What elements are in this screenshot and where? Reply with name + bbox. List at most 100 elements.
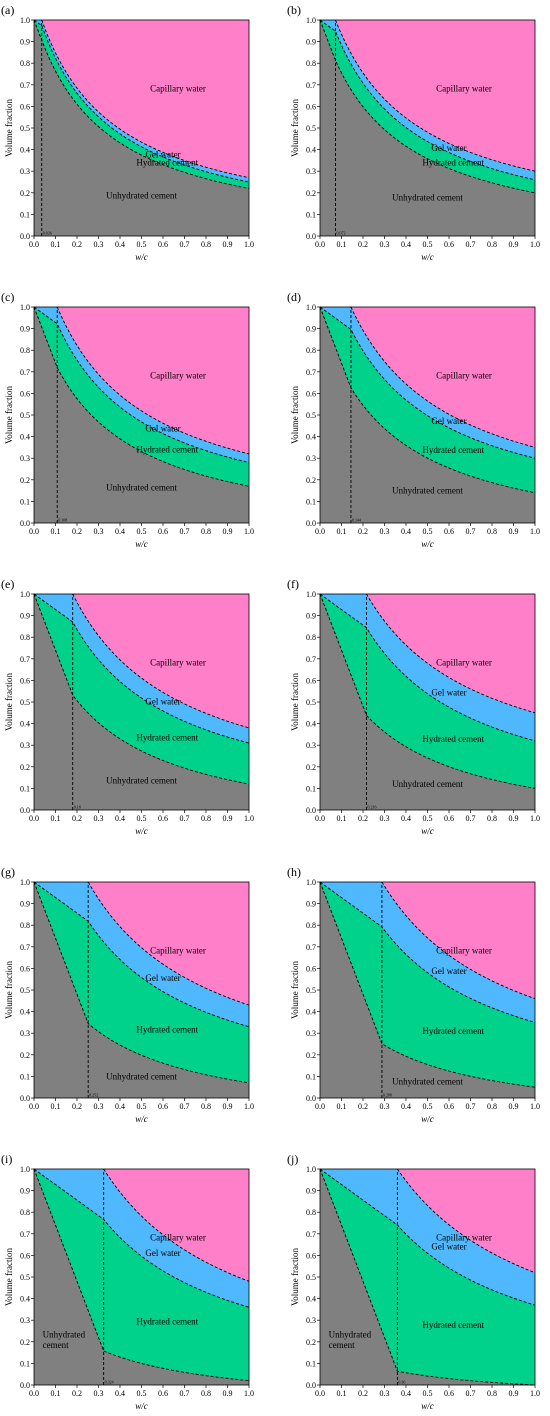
y-axis-label: Volume fraction: [4, 98, 14, 157]
x-tick-label: 0.9: [509, 814, 519, 823]
y-tick-label: 0.7: [306, 943, 316, 952]
gel-boundary-line: [87, 881, 250, 1006]
y-tick-label: 1.0: [306, 878, 316, 887]
x-tick-label: 0.3: [94, 240, 104, 249]
unhydrated-cement-region: [320, 20, 535, 236]
x-tick-label: 0.1: [337, 1389, 347, 1398]
x-tick-label: 0.4: [401, 1389, 411, 1398]
y-tick-label: 0.0: [306, 1381, 316, 1390]
y-tick-label: 0.7: [306, 655, 316, 664]
critical-wc-label: 0.036: [43, 231, 52, 236]
x-tick-label: 1.0: [244, 1389, 254, 1398]
x-tick-label: 0.4: [401, 814, 411, 823]
y-tick-label: 0.7: [306, 81, 316, 90]
unhydrated-boundary-line: [33, 19, 250, 189]
x-tick-label: 0.0: [315, 1102, 325, 1111]
unhydrated-boundary-line: [319, 881, 536, 1088]
y-tick-label: 0.8: [20, 1208, 30, 1217]
y-tick-label: 0.4: [306, 720, 316, 729]
x-tick-label: 0.0: [29, 527, 39, 536]
y-axis-label: Volume fraction: [290, 385, 300, 444]
x-tick-label: 0.4: [401, 1102, 411, 1111]
chart-panel: 0.0 0.1 0.2 0.3 0.4 0.5 0.6 0.7 0.8 0.9 1.00.00.10…: [1, 290, 254, 549]
y-tick-label: 0.0: [20, 1381, 30, 1390]
y-tick-label: 0.6: [20, 964, 30, 973]
unhydrated-cement-region: [320, 1169, 535, 1385]
x-tick-label: 0.8: [487, 1102, 497, 1111]
gel-water-label: Gel water: [145, 423, 180, 433]
y-tick-label: 0.8: [20, 921, 30, 930]
y-tick-label: 0.3: [20, 1029, 30, 1038]
hydrated-cement-label: Hydrated cement: [136, 1024, 198, 1034]
y-tick-label: 0.6: [20, 389, 30, 398]
hydrated-cement-label: Hydrated cement: [422, 1026, 484, 1036]
y-tick-label: 0.9: [20, 1187, 30, 1196]
x-tick-label: 0.9: [223, 814, 233, 823]
unhydrated-boundary-line: [319, 593, 536, 789]
chart-panel: 0.0 0.1 0.2 0.3 0.4 0.5 0.6 0.7 0.8 0.9 1.00.00.10…: [287, 1152, 540, 1411]
y-tick-label: 0.5: [306, 1273, 316, 1282]
unhydrated-cement-label: Unhydrated cement: [329, 1329, 372, 1349]
y-tick-label: 0.3: [20, 454, 30, 463]
y-tick-label: 0.8: [20, 59, 30, 68]
y-tick-label: 0.8: [306, 633, 316, 642]
x-tick-label: 1.0: [530, 1389, 540, 1398]
y-tick-label: 0.6: [306, 676, 316, 685]
x-tick-label: 0.3: [94, 1389, 104, 1398]
x-tick-label: 0.6: [444, 240, 454, 249]
y-tick-label: 0.5: [306, 411, 316, 420]
y-tick-label: 0.9: [20, 38, 30, 47]
unhydrated-cement-label: Unhydrated cement: [43, 1329, 86, 1349]
gel-water-label: Gel water: [431, 1241, 466, 1251]
x-tick-label: 0.1: [337, 1102, 347, 1111]
y-tick-label: 0.3: [20, 167, 30, 176]
unhydrated-cement-label: Unhydrated cement: [392, 486, 463, 496]
gel-boundary-line: [381, 881, 536, 1000]
y-tick-label: 0.7: [20, 368, 30, 377]
gel-boundary-line: [335, 19, 536, 172]
gel-water-label: Gel water: [145, 1248, 180, 1258]
y-tick-label: 0.4: [20, 720, 30, 729]
x-tick-label: 1.0: [530, 527, 540, 536]
x-tick-label: 0.9: [223, 1102, 233, 1111]
x-tick-label: 0.0: [29, 1389, 39, 1398]
x-tick-label: 0.6: [158, 1389, 168, 1398]
y-tick-label: 0.1: [20, 210, 30, 219]
x-tick-label: 0.4: [401, 240, 411, 249]
y-tick-label: 0.0: [306, 1094, 316, 1103]
x-tick-label: 0.5: [137, 240, 147, 249]
x-tick-label: 0.0: [315, 527, 325, 536]
x-tick-label: 0.8: [201, 1389, 211, 1398]
y-tick-label: 0.2: [20, 763, 30, 772]
x-tick-label: 0.9: [509, 1389, 519, 1398]
panel-label: (j): [287, 1152, 298, 1166]
x-tick-label: 0.9: [223, 240, 233, 249]
y-tick-label: 0.5: [306, 986, 316, 995]
capillary-water-label: Capillary water: [436, 83, 492, 93]
y-tick-label: 0.1: [306, 210, 316, 219]
unhydrated-cement-label: Unhydrated cement: [106, 482, 177, 492]
x-tick-label: 0.7: [466, 240, 476, 249]
x-tick-label: 0.7: [180, 1102, 190, 1111]
y-tick-label: 1.0: [306, 1165, 316, 1174]
y-tick-label: 0.2: [20, 476, 30, 485]
gel-water-label: Gel water: [145, 697, 180, 707]
y-tick-label: 0.5: [20, 124, 30, 133]
panel-label: (g): [1, 865, 15, 879]
unhydrated-cement-label: Unhydrated cement: [106, 775, 177, 785]
x-tick-label: 0.6: [158, 527, 168, 536]
y-axis-label: Volume fraction: [4, 672, 14, 731]
y-tick-label: 0.4: [20, 1295, 30, 1304]
x-tick-label: 0.2: [72, 1102, 82, 1111]
y-tick-label: 0.5: [306, 124, 316, 133]
x-tick-label: 0.8: [487, 1389, 497, 1398]
y-tick-label: 0.0: [306, 806, 316, 815]
x-tick-label: 0.6: [444, 1389, 454, 1398]
x-tick-label: 0.4: [115, 527, 125, 536]
y-tick-label: 0.6: [20, 1251, 30, 1260]
x-tick-label: 0.0: [29, 240, 39, 249]
hydrated-cement-label: Hydrated cement: [136, 444, 198, 454]
hydrated-boundary-line: [33, 881, 250, 1028]
unhydrated-boundary-line: [319, 1168, 536, 1386]
